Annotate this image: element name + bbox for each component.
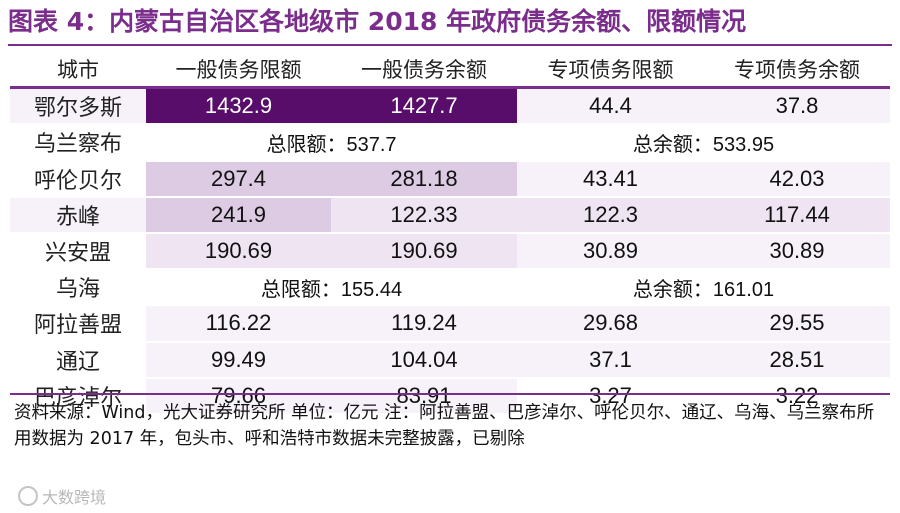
table-row: 乌海 总限额：155.44 总余额：161.01 xyxy=(10,269,890,306)
table-header-row: 城市 一般债务限额 一般债务余额 专项债务限额 专项债务余额 xyxy=(10,52,890,88)
table-title: 图表 4：内蒙古自治区各地级市 2018 年政府债务余额、限额情况 xyxy=(8,7,747,36)
total-balance-cell: 总余额：533.95 xyxy=(517,124,890,161)
total-balance-cell: 总余额：161.01 xyxy=(517,269,890,306)
special-balance-cell: 29.55 xyxy=(704,305,890,342)
general-balance-cell: 119.24 xyxy=(331,305,517,342)
general-balance-cell: 190.69 xyxy=(331,232,517,270)
special-balance-cell: 28.51 xyxy=(704,341,890,378)
general-limit-cell: 241.9 xyxy=(146,196,331,233)
table-row: 鄂尔多斯 1432.9 1427.7 44.4 37.8 xyxy=(10,87,890,125)
title-divider xyxy=(8,44,892,46)
general-limit-cell: 190.69 xyxy=(146,232,331,270)
special-limit-cell: 30.89 xyxy=(517,232,704,270)
special-limit-cell: 122.3 xyxy=(517,196,704,233)
special-balance-cell: 30.89 xyxy=(704,232,890,270)
city-cell: 呼伦贝尔 xyxy=(10,160,146,197)
special-limit-cell: 44.4 xyxy=(517,87,704,125)
general-balance-cell: 104.04 xyxy=(331,341,517,378)
table-row: 呼伦贝尔 297.4 281.18 43.41 42.03 xyxy=(10,160,890,197)
table-row: 阿拉善盟 116.22 119.24 29.68 29.55 xyxy=(10,305,890,342)
general-limit-cell: 1432.9 xyxy=(146,87,331,125)
general-limit-cell: 99.49 xyxy=(146,341,331,378)
special-balance-cell: 3.22 xyxy=(704,377,890,413)
general-balance-cell: 1427.7 xyxy=(331,87,517,125)
general-balance-cell: 83.91 xyxy=(331,377,517,413)
column-header-city: 城市 xyxy=(57,58,99,83)
special-limit-cell: 29.68 xyxy=(517,305,704,342)
general-balance-cell: 122.33 xyxy=(331,196,517,233)
table-row: 乌兰察布 总限额：537.7 总余额：533.95 xyxy=(10,124,890,161)
watermark: 大数跨境 xyxy=(18,484,106,508)
special-balance-cell: 37.8 xyxy=(704,87,890,125)
table-row: 赤峰 241.9 122.33 122.3 117.44 xyxy=(10,196,890,233)
table-row: 兴安盟 190.69 190.69 30.89 30.89 xyxy=(10,232,890,270)
debt-table: 城市 一般债务限额 一般债务余额 专项债务限额 专项债务余额 鄂尔多斯 1432… xyxy=(10,52,890,413)
total-limit-cell: 总限额：155.44 xyxy=(146,269,517,306)
city-cell: 兴安盟 xyxy=(10,232,146,270)
watermark-logo-icon xyxy=(18,486,38,506)
city-cell: 乌海 xyxy=(10,269,146,306)
general-limit-cell: 297.4 xyxy=(146,160,331,197)
column-header-general-limit: 一般债务限额 xyxy=(175,58,302,83)
column-header-general-balance: 一般债务余额 xyxy=(361,58,487,83)
total-limit-cell: 总限额：537.7 xyxy=(146,124,517,161)
special-balance-cell: 42.03 xyxy=(704,160,890,197)
special-limit-cell: 3.27 xyxy=(517,377,704,413)
city-cell: 赤峰 xyxy=(10,196,146,233)
special-balance-cell: 117.44 xyxy=(704,196,890,233)
watermark-text: 大数跨境 xyxy=(42,488,107,507)
city-cell: 鄂尔多斯 xyxy=(10,87,146,125)
general-balance-cell: 281.18 xyxy=(331,160,517,197)
special-limit-cell: 43.41 xyxy=(517,160,704,197)
table-row: 巴彦淖尔 79.66 83.91 3.27 3.22 xyxy=(10,377,890,413)
city-cell: 巴彦淖尔 xyxy=(10,377,146,413)
city-cell: 通辽 xyxy=(10,341,146,378)
column-header-special-balance: 专项债务余额 xyxy=(734,58,860,83)
general-limit-cell: 79.66 xyxy=(146,377,331,413)
city-cell: 阿拉善盟 xyxy=(10,305,146,342)
table-row: 通辽 99.49 104.04 37.1 28.51 xyxy=(10,341,890,378)
table-bottom-rule xyxy=(10,393,890,395)
general-limit-cell: 116.22 xyxy=(146,305,331,342)
source-note: 资料来源：Wind，光大证券研究所 单位：亿元 注：阿拉善盟、巴彦淖尔、呼伦贝尔… xyxy=(14,403,875,449)
column-header-special-limit: 专项债务限额 xyxy=(547,58,674,83)
special-limit-cell: 37.1 xyxy=(517,341,704,378)
city-cell: 乌兰察布 xyxy=(10,124,146,161)
